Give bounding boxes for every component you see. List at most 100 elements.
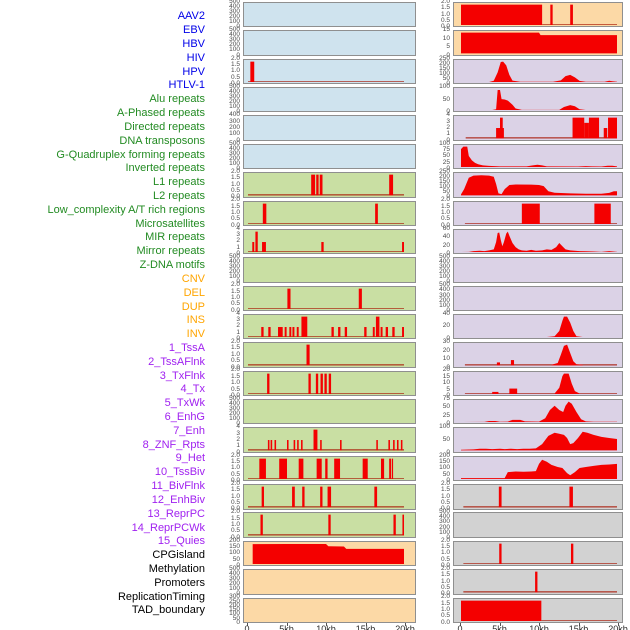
track-panel-microsatellites — [243, 427, 416, 453]
y-axis-tick-label: 4 — [236, 224, 240, 232]
y-axis-tick-label: 20 — [442, 322, 450, 330]
y-axis-tick-label: 300 — [229, 263, 240, 271]
y-axis-tick-label: 100 — [439, 528, 450, 536]
track-label-cnv: CNV — [181, 272, 205, 285]
track-label-tad-boundary: TAD_boundary — [131, 604, 205, 617]
y-axis-tick-label: 0 — [446, 335, 450, 343]
y-axis-tick-label: 0 — [236, 420, 240, 428]
track-plot-area — [248, 401, 404, 422]
track-data-mirror-repeats — [248, 486, 404, 508]
y-axis-tick-label: 2.0 — [230, 508, 240, 516]
track-panel-l1-repeats — [243, 342, 416, 368]
track-panel-11-bivflnk — [453, 342, 623, 368]
x-axis-tick-label: 20kb — [395, 624, 415, 630]
y-axis-tick-label: 400 — [229, 144, 240, 152]
track-plot-area — [461, 543, 617, 565]
track-data-hpv — [248, 117, 404, 138]
track-label-z-dna-motifs: Z-DNA motifs — [139, 259, 205, 272]
y-axis-tick-label: 50 — [232, 614, 240, 622]
y-axis-tick-label: 300 — [229, 405, 240, 412]
track-label-1-tssa: 1_TssA — [168, 341, 205, 354]
x-axis-tick — [247, 623, 248, 627]
y-axis-tick-label: 0.0 — [440, 505, 450, 513]
y-axis-tick-label: 1.5 — [440, 4, 450, 12]
y-axis-tick-label: 150 — [439, 457, 450, 465]
y-axis-tick-label: 0 — [446, 278, 450, 286]
track-label-8-znf-rpts: 8_ZNF_Rpts — [142, 438, 205, 451]
y-axis-tick-label: 100 — [229, 159, 240, 167]
track-data-z-dna-motifs — [248, 515, 404, 536]
x-axis-tick — [578, 623, 580, 627]
y-axis-tick-label: 100 — [229, 18, 240, 26]
track-data-del — [248, 571, 404, 592]
track-label-mirror-repeats: Mirror repeats — [136, 245, 205, 258]
y-axis-tick-label: 2.0 — [440, 479, 450, 487]
y-axis-tick-label: 1.0 — [440, 10, 450, 18]
y-axis-tick-label: 0.0 — [230, 476, 240, 484]
y-axis-tick-label: 0 — [446, 306, 450, 314]
y-axis-tick-label: 0.0 — [230, 533, 240, 541]
y-axis-tick-label: 1.0 — [440, 577, 450, 585]
track-panel-13-reprpc — [453, 399, 623, 425]
x-axis-tick — [326, 623, 327, 627]
track-panel-mir-repeats — [243, 455, 416, 482]
track-panel-l2-repeats — [243, 370, 416, 397]
y-axis-tick-label: 0 — [236, 23, 240, 31]
track-panel-inv — [453, 30, 623, 56]
y-axis-tick-label: 200 — [439, 173, 450, 181]
y-axis-tick-label: 10 — [442, 355, 450, 363]
track-data-7-enh — [461, 231, 617, 253]
y-axis-tick-label: 0.5 — [230, 300, 240, 308]
y-axis-tick-label: 0.5 — [230, 215, 240, 223]
y-axis-tick-label: 300 — [229, 7, 240, 15]
x-axis-tick — [539, 623, 540, 627]
y-axis-tick-label: 2.0 — [230, 366, 240, 374]
y-axis-tick-label: 1.0 — [230, 350, 240, 358]
y-axis-tick-label: 500 — [229, 565, 240, 572]
y-axis-tick-label: 200 — [229, 98, 240, 106]
y-axis-tick-label: 0.5 — [230, 73, 240, 81]
y-axis-tick-label: 0 — [446, 420, 450, 428]
track-panel-hiv — [243, 87, 416, 113]
track-data-ins — [461, 4, 617, 26]
track-data-directed-repeats — [248, 231, 404, 253]
y-axis-tick-label: 400 — [229, 87, 240, 95]
track-data-13-reprpc — [461, 401, 617, 423]
track-plot-area — [248, 117, 404, 138]
track-panel-a-phased-repeats — [243, 200, 416, 226]
y-axis-tick-label: 200 — [229, 410, 240, 418]
track-plot-area — [248, 259, 404, 280]
y-axis-tick-label: 0.5 — [230, 385, 240, 393]
track-plot-area — [461, 429, 617, 451]
track-data-l2-repeats — [248, 373, 404, 395]
y-axis-tick-label: 75 — [442, 145, 450, 153]
track-data-15-quies — [461, 459, 617, 480]
x-axis-tick-label: 5kb — [279, 624, 294, 630]
y-axis-tick-label: 1.0 — [440, 606, 450, 614]
y-axis-tick-label: 1.5 — [440, 202, 450, 210]
track-plot-area — [461, 117, 617, 139]
track-panel-dna-transposons — [243, 257, 416, 283]
x-axis-tick-label: 0 — [457, 624, 463, 630]
track-panel-z-dna-motifs — [243, 512, 416, 538]
y-axis-tick-label: 1.5 — [440, 542, 450, 550]
track-panel-7-enh — [453, 228, 623, 255]
track-panel-14-reprpcwk — [453, 427, 623, 453]
track-plot-area — [461, 231, 617, 253]
y-axis-tick-label: 1.0 — [230, 67, 240, 75]
x-axis-tick-label: 20kb — [608, 624, 628, 630]
y-axis-tick-label: 1 — [236, 243, 240, 251]
track-label-mir-repeats: MIR repeats — [145, 231, 205, 244]
y-axis-tick-label: 2.0 — [230, 196, 240, 204]
y-axis-tick-label: 0.0 — [230, 306, 240, 314]
track-plot-area — [248, 89, 404, 110]
track-plot-area — [461, 89, 617, 111]
y-axis-tick-label: 0.0 — [440, 590, 450, 598]
y-axis-tick-label: 50 — [442, 95, 450, 103]
y-axis-tick-label: 0.5 — [230, 187, 240, 194]
y-axis-tick-label: 0 — [446, 363, 450, 371]
track-plot-area — [248, 146, 404, 167]
y-axis-tick-label: 0 — [236, 590, 240, 598]
track-panel-4-tx — [453, 143, 623, 170]
y-axis-tick-label: 2 — [236, 435, 240, 443]
